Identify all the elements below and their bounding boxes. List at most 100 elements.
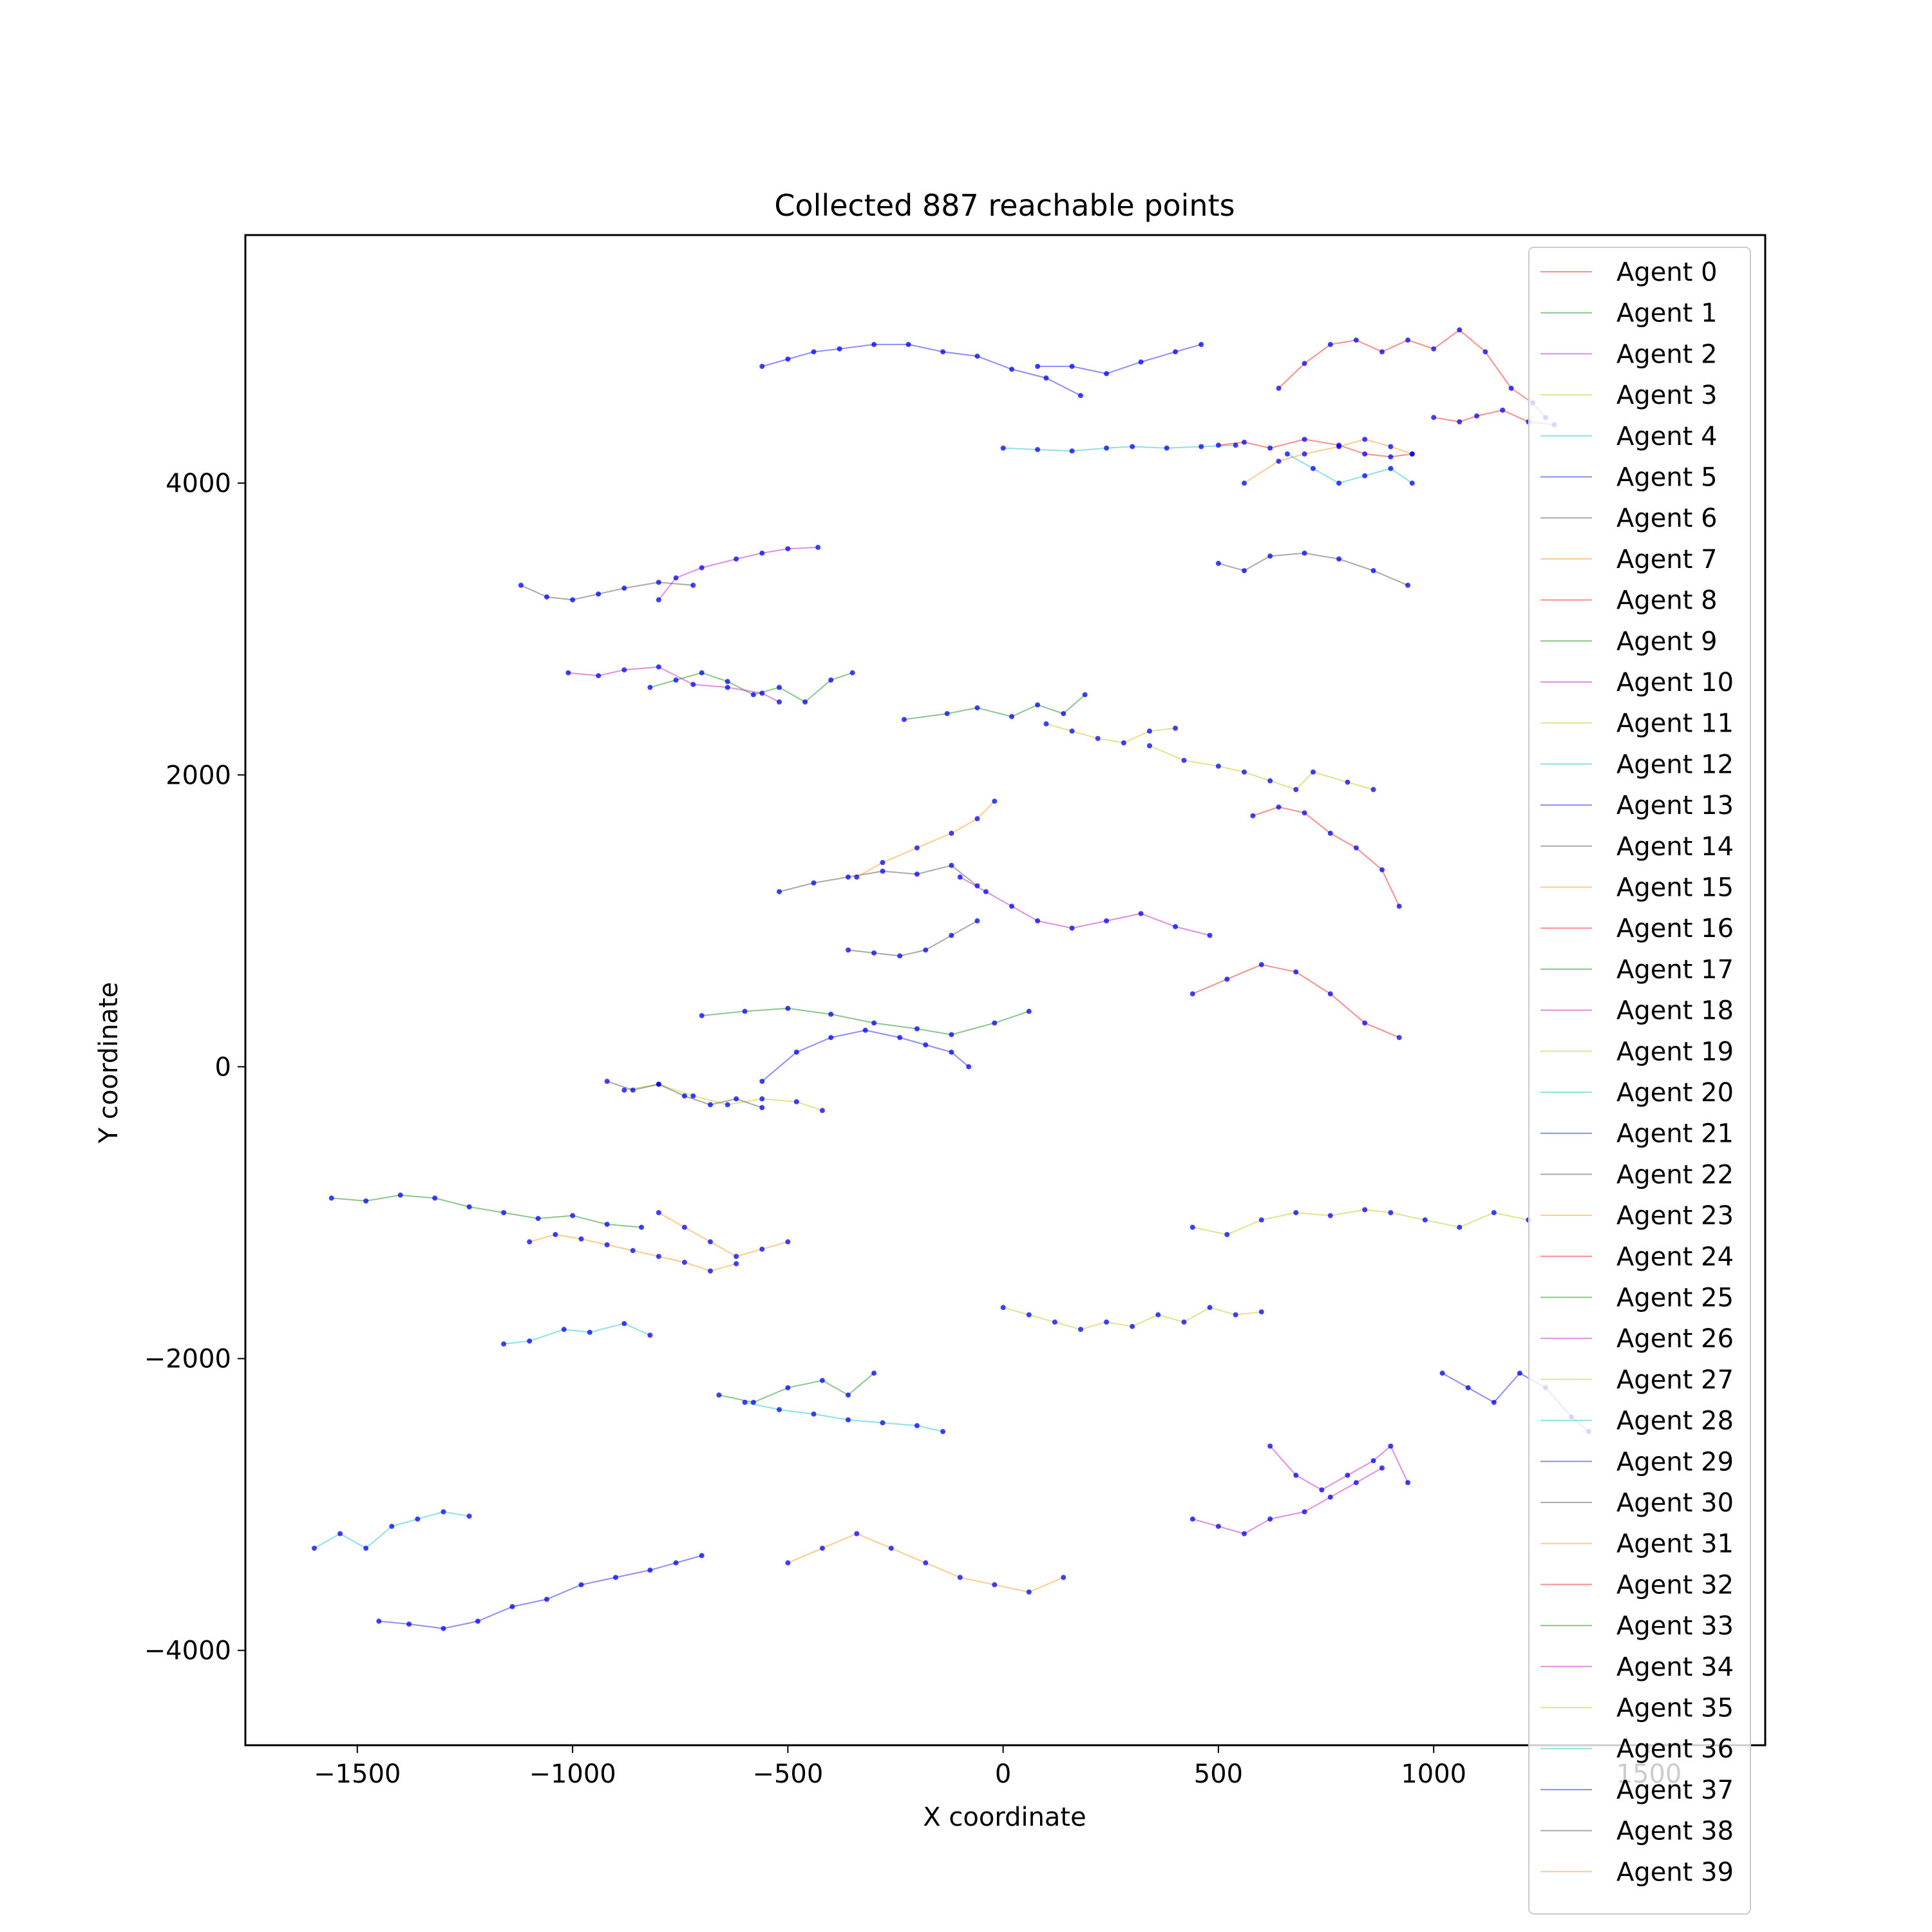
data-point: [949, 1049, 954, 1055]
data-point: [992, 1020, 998, 1026]
data-point: [376, 1618, 382, 1624]
data-point: [699, 565, 705, 571]
data-point: [1362, 473, 1368, 478]
data-point: [828, 1035, 834, 1041]
data-point: [1422, 1217, 1428, 1223]
data-point: [974, 918, 980, 923]
legend-label: Agent 7: [1616, 545, 1718, 574]
data-point: [630, 1247, 636, 1253]
data-point: [828, 677, 834, 683]
legend-label: Agent 29: [1616, 1447, 1734, 1477]
legend-label: Agent 6: [1616, 504, 1718, 533]
data-point: [1061, 711, 1066, 717]
data-point: [1069, 363, 1075, 369]
data-point: [1276, 459, 1282, 464]
data-point: [1138, 911, 1144, 916]
series-line-agent-26: [1269, 1444, 1409, 1491]
data-point: [1457, 327, 1463, 333]
data-point: [1061, 1575, 1066, 1580]
data-point: [1267, 778, 1273, 784]
series-line-agent-37: [379, 1555, 702, 1629]
data-point: [1224, 1232, 1230, 1237]
data-point: [501, 1210, 507, 1215]
data-point: [681, 1224, 687, 1230]
legend-label: Agent 37: [1616, 1776, 1734, 1805]
data-point: [914, 845, 920, 851]
x-tick-label: −500: [752, 1759, 823, 1789]
data-point: [819, 1108, 825, 1113]
data-point: [1215, 560, 1221, 566]
data-point: [1258, 1309, 1264, 1315]
data-point: [1026, 1589, 1032, 1595]
data-point: [673, 575, 679, 581]
data-point: [1104, 445, 1110, 451]
data-point: [949, 830, 954, 836]
data-point: [1000, 445, 1006, 451]
data-point: [440, 1509, 446, 1515]
data-point: [846, 874, 851, 880]
legend-label: Agent 1: [1616, 299, 1718, 328]
data-point: [1069, 728, 1075, 734]
data-point: [957, 874, 963, 880]
data-point: [1362, 1020, 1368, 1026]
legend-label: Agent 27: [1616, 1365, 1734, 1395]
data-point: [1000, 1305, 1006, 1311]
data-point: [1379, 867, 1385, 873]
data-point: [1189, 1224, 1195, 1230]
data-point: [1405, 1480, 1411, 1486]
series-line-agent-8: [1218, 439, 1412, 458]
data-point: [1482, 349, 1488, 355]
data-point: [466, 1513, 472, 1519]
legend-label: Agent 39: [1616, 1857, 1734, 1887]
legend-label: Agent 22: [1616, 1160, 1734, 1189]
data-point: [1155, 1312, 1161, 1318]
data-point: [1311, 769, 1316, 775]
data-point: [846, 1392, 851, 1398]
data-point: [957, 1575, 963, 1580]
data-point: [613, 1575, 618, 1580]
data-point: [1311, 466, 1316, 471]
legend-label: Agent 36: [1616, 1734, 1734, 1764]
data-point: [742, 1399, 748, 1405]
data-point: [363, 1546, 369, 1551]
data-point: [793, 1049, 799, 1055]
data-point: [871, 1020, 877, 1026]
data-point: [397, 1192, 403, 1198]
data-point: [312, 1546, 317, 1551]
data-point: [1302, 437, 1307, 442]
data-point: [1043, 721, 1049, 726]
legend-label: Agent 17: [1616, 955, 1734, 985]
data-point: [815, 544, 821, 550]
data-point: [1293, 1210, 1299, 1215]
legend-label: Agent 25: [1616, 1283, 1734, 1313]
data-point: [708, 1102, 713, 1108]
data-point: [1224, 976, 1230, 982]
data-point: [1267, 553, 1273, 559]
data-point: [923, 1560, 929, 1566]
y-axis-label: Y coordinate: [94, 982, 124, 1144]
data-point: [759, 690, 765, 696]
data-point: [1345, 1472, 1350, 1478]
data-point: [1345, 779, 1350, 785]
data-point: [974, 705, 980, 711]
data-point: [785, 546, 791, 552]
data-point: [553, 1232, 558, 1237]
data-point: [1370, 787, 1376, 792]
data-point: [578, 1236, 584, 1242]
legend-label: Agent 23: [1616, 1201, 1734, 1231]
data-point: [1189, 991, 1195, 997]
data-point: [1121, 740, 1126, 746]
data-point: [1293, 969, 1299, 975]
data-point: [604, 1242, 610, 1247]
data-point: [759, 1246, 765, 1252]
data-point: [656, 664, 661, 670]
data-point: [716, 1392, 722, 1398]
data-point: [596, 591, 601, 597]
data-point: [1147, 743, 1152, 748]
data-point: [1181, 757, 1187, 763]
data-point: [604, 1222, 610, 1227]
data-point: [578, 1582, 584, 1587]
data-point: [475, 1618, 480, 1624]
data-point: [1147, 728, 1152, 734]
